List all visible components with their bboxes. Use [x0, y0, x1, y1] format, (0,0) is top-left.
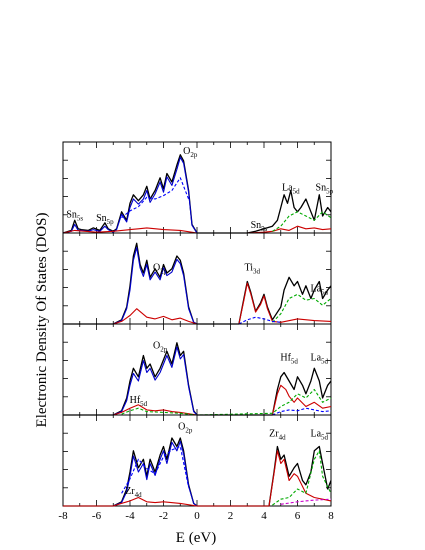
series-line-4	[121, 388, 332, 416]
series-line-5	[272, 450, 332, 506]
annotation-label: Sn5s	[251, 220, 268, 233]
annotation-base: Zr	[125, 486, 135, 497]
annotation-base: Hf	[130, 395, 141, 406]
panel-frame	[62, 323, 332, 416]
annotation-subscript: 2p	[160, 267, 168, 275]
annotation-base: O	[153, 341, 160, 352]
annotation-label: O2p	[153, 262, 168, 275]
series-line-5	[238, 316, 281, 325]
annotation-base: Hf	[280, 353, 291, 364]
annotation-base: O	[183, 146, 190, 157]
panel-frame	[62, 414, 332, 507]
annotation-base: O	[178, 422, 185, 433]
series-line-4	[272, 293, 332, 323]
annotation-label: Ti3d	[245, 262, 261, 275]
annotation-subscript: 5d	[140, 400, 148, 408]
series-line-6	[280, 498, 332, 505]
series-line-2	[63, 246, 198, 325]
annotation-base: Sn	[96, 213, 107, 224]
annotation-label: O2p	[153, 341, 168, 354]
annotation-label: La5d	[311, 428, 329, 441]
annotation-label: Sn5s	[66, 210, 83, 223]
annotation-subscript: 5p	[326, 188, 334, 196]
annotation-subscript: 3d	[253, 267, 261, 275]
annotation-subscript: 5p	[107, 218, 115, 226]
annotation-base: Ti	[245, 262, 254, 273]
x-tick-label: 6	[295, 510, 301, 522]
series-line-2	[63, 440, 198, 507]
annotation-subscript: 2p	[160, 346, 168, 354]
annotation-base: La	[311, 428, 322, 439]
series-line-1	[63, 242, 332, 325]
annotation-subscript: 5s	[77, 215, 84, 223]
panel-frame	[62, 232, 332, 325]
annotation-base: La	[311, 284, 322, 295]
series-line-1	[62, 154, 332, 234]
annotation-base: La	[311, 353, 322, 364]
x-tick-label: -4	[125, 510, 135, 522]
x-axis-label: E (eV)	[176, 530, 216, 546]
series-line-4	[63, 450, 332, 507]
annotation-subscript: 5d	[321, 433, 329, 441]
x-tick-label: -6	[92, 510, 102, 522]
panel-2: O2p Ti3d La5d	[62, 232, 332, 325]
annotation-label: O2p	[183, 146, 198, 159]
series-line-3	[121, 177, 190, 219]
annotation-label: Sn5p	[96, 213, 114, 226]
annotation-subscript: 2p	[185, 427, 193, 435]
annotation-base: Sn	[251, 220, 262, 231]
x-tick-label: 8	[328, 510, 334, 522]
annotation-base: Sn	[66, 210, 77, 221]
annotation-base: Zr	[269, 428, 279, 439]
annotation-label: La5d	[311, 353, 329, 366]
series-line-5	[272, 407, 332, 416]
series-line-3	[63, 282, 332, 325]
series-line-2	[63, 346, 198, 416]
annotation-subscript: 5s	[261, 225, 268, 233]
x-tick-label: 0	[194, 510, 200, 522]
annotation-subscript: 4d	[279, 433, 287, 441]
annotation-label: Hf5d	[130, 395, 148, 408]
annotation-subscript: 4d	[135, 491, 143, 499]
y-axis-label: Electronic Density Of States (DOS)	[34, 213, 50, 428]
annotation-subscript: 5d	[293, 188, 301, 196]
annotation-label: O2p	[178, 422, 193, 435]
x-tick-label: -8	[58, 510, 68, 522]
annotation-base: O	[153, 262, 160, 273]
series-line-3	[121, 445, 190, 494]
x-tick-label: 4	[261, 510, 267, 522]
annotation-label: Zr4d	[125, 486, 142, 499]
x-tick-label: 2	[228, 510, 234, 522]
annotation-label: La5d	[311, 284, 329, 297]
annotation-subscript: 5d	[321, 289, 329, 297]
annotation-label: La5d	[282, 183, 300, 196]
annotation-base: La	[282, 183, 293, 194]
annotation-label: Zr4d	[269, 428, 286, 441]
x-tick-label: -2	[159, 510, 168, 522]
annotation-subscript: 2p	[190, 151, 198, 159]
annotation-base: Sn	[316, 183, 327, 194]
annotation-subscript: 5d	[291, 358, 299, 366]
series-line-5	[272, 211, 332, 232]
annotation-label: Sn5p	[316, 183, 334, 196]
annotation-subscript: 5d	[321, 358, 329, 366]
annotation-label: Hf5d	[280, 353, 298, 366]
